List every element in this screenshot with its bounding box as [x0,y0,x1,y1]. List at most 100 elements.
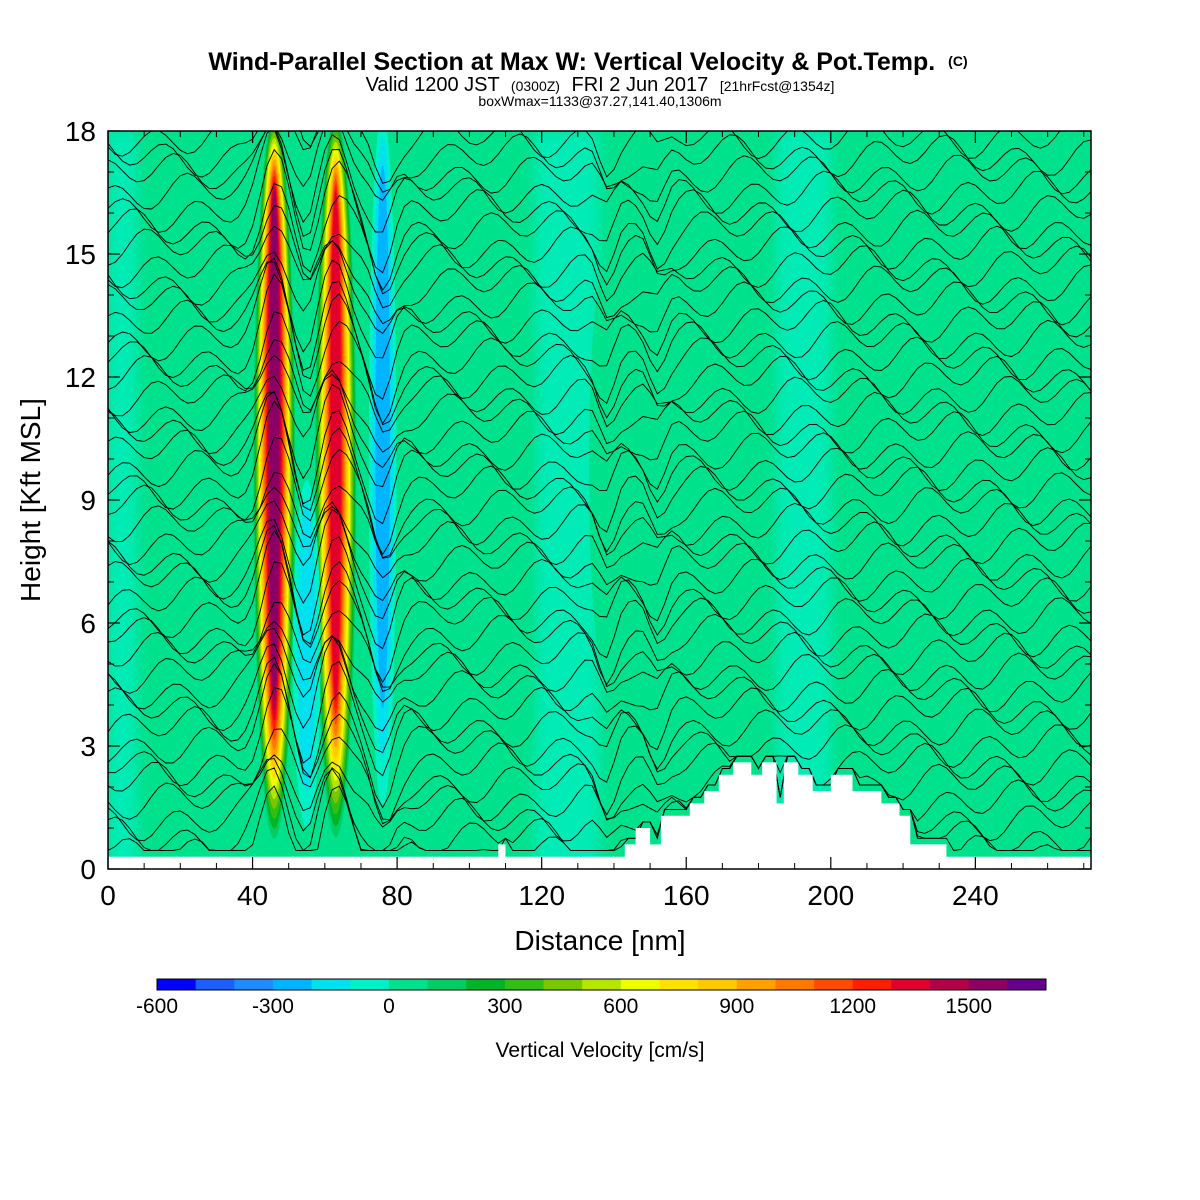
isentrope-line [108,240,1091,335]
colorbar-swatch [775,979,815,990]
colorbar-swatch [852,979,892,990]
isentrope-line [108,257,1091,400]
colorbar-swatch [814,979,854,990]
colorbar-swatch [388,979,429,990]
isentrope-line [108,601,1091,688]
isentrope-line [108,148,1091,292]
colorbar-swatch [350,979,390,990]
isentrope-line [108,686,1091,825]
colorbar-swatch [311,979,351,990]
colorbar-tick-label: 0 [383,995,395,1018]
chart-subtitle: Valid 1200 JST (0300Z) FRI 2 Jun 2017 [2… [366,74,835,96]
w-plume [313,131,358,849]
y-tick-label: 18 [65,116,96,147]
isentrope-line [108,354,1091,453]
copyright-mark: (C) [948,53,967,69]
chart-title-text: Wind-Parallel Section at Max W: Vertical… [208,48,935,76]
chart-annotation: boxWmax=1133@37.27,141.40,1306m [478,93,721,109]
x-axis: 0 40 80 120 160 200 240 [100,131,1085,911]
colorbar-frame [156,978,1047,991]
isentrope-line [108,131,1091,202]
colorbar-swatch [543,979,583,990]
isentrope-line [108,182,1091,295]
isentrope-line [108,131,1091,193]
subtitle-valid: Valid 1200 JST [366,74,500,96]
colorbar-tick-label: 900 [719,995,754,1018]
colorbar-swatch [427,979,467,990]
subtitle-utc: (0300Z) [511,78,560,94]
x-tick-label: 160 [663,880,710,911]
w-level-band [863,398,892,623]
title-block: Wind-Parallel Section at Max W: Vertical… [208,48,967,109]
x-axis-label: Distance [nm] [514,925,685,956]
isentrope-line [108,390,1091,525]
chart-title: Wind-Parallel Section at Max W: Vertical… [208,48,967,76]
isentrope-line [108,204,1091,309]
isentrope-line [108,339,1091,433]
y-tick-label: 12 [65,362,96,393]
isentrope-line [108,755,1091,852]
subtitle-date: FRI 2 Jun 2017 [572,74,709,96]
colorbar-swatch [620,979,660,990]
x-tick-label: 0 [100,880,116,911]
x-tick-label: 240 [952,880,999,911]
colorbar-tick-label: 1200 [829,995,876,1018]
y-tick-label: 9 [80,485,96,516]
isentrope-line [108,259,1091,359]
w-plume [589,275,618,664]
isentrope-line [108,728,1091,821]
colorbar-swatch [582,979,622,990]
y-axis-label: Height [Kft MSL] [15,398,46,602]
y-tick-label: 3 [80,731,96,762]
plot-area [108,131,1091,869]
weak-motion-patch [993,131,1091,869]
y-axis: 0 3 6 9 12 15 18 [65,116,1091,885]
colorbar-swatch [272,979,313,990]
isentrope-line [108,755,1091,851]
w-level-band [297,499,316,792]
colorbar-swatch [968,979,1008,990]
isentrope-line [108,369,1091,469]
isentrope-line [108,524,1091,650]
isentrope-line [108,656,1091,777]
colorbar-swatch [659,979,699,990]
w-plume [368,131,397,808]
isentrope-line [108,662,1091,809]
colorbar-swatch [891,979,931,990]
isentrope-line [108,311,1091,426]
colorbar-swatch [1007,979,1047,990]
weak-motion-patch [451,336,535,746]
y-tick-label: 15 [65,239,96,270]
isentrope-line [108,561,1091,692]
isentrope-line [108,636,1091,753]
x-tick-label: 120 [518,880,565,911]
w-level-band [375,165,390,709]
w-level-band [330,190,341,702]
isentrope-line [108,500,1091,602]
isentrope-line [108,627,1091,732]
colorbar-tick-label: -600 [136,995,178,1018]
w-level-band [589,275,618,664]
w-plume [643,234,672,541]
colorbar-tick-label: 600 [603,995,638,1018]
w-plume [863,398,892,623]
x-tick-label: 200 [807,880,854,911]
colorbar-swatch [736,979,776,990]
colorbar-swatch [698,979,738,990]
w-plume [252,131,297,849]
colorbar-swatch [195,979,235,990]
colorbar-tick-label: 300 [487,995,522,1018]
isentrope-line [108,131,1061,184]
isentrope-line [108,530,1091,684]
colorbar-tick-label: -300 [252,995,294,1018]
isentrope-line [108,131,1091,233]
subtitle-forecast: [21hrFcst@1354z] [720,78,835,94]
isentrope-line [108,620,1091,703]
isentrope-line [108,400,1091,556]
isentrope-line [108,486,1091,579]
isentrope-line [108,436,1091,559]
colorbar-label: Vertical Velocity [cm/s] [496,1039,705,1062]
colorbar-swatch [466,979,506,990]
colorbar-swatch [504,979,545,990]
isentrope-line [108,508,1091,622]
